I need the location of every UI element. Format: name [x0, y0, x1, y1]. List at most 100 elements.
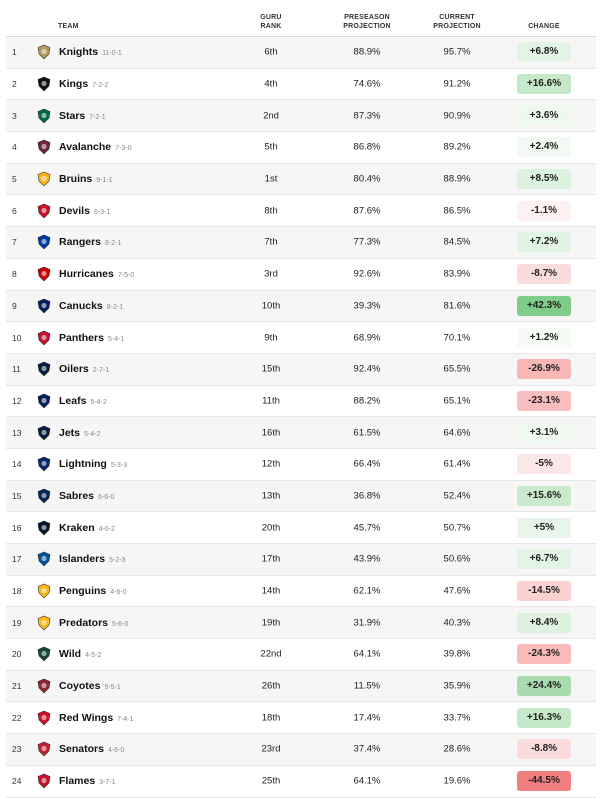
row-number: 10	[12, 332, 22, 343]
minnesota-wild-logo-icon	[37, 647, 51, 662]
guru-rank: 13th	[261, 490, 281, 502]
current-projection: 89.2%	[443, 141, 471, 153]
team-name: Coyotes 5-5-1	[59, 680, 121, 693]
current-projection: 81.6%	[443, 300, 471, 312]
team-name: Kings 7-2-2	[59, 78, 109, 91]
current-projection: 39.8%	[443, 648, 471, 660]
preseason-projection: 92.6%	[353, 268, 381, 280]
arizona-coyotes-logo-icon	[37, 678, 51, 694]
team-name: Senators 4-6-0	[59, 743, 125, 756]
toronto-maple-leafs-logo-icon	[37, 393, 51, 409]
row-number: 22	[12, 712, 22, 723]
current-projection: 65.5%	[443, 363, 471, 375]
row-number: 4	[12, 142, 17, 153]
team-name: Panthers 5-4-1	[59, 331, 125, 344]
team-record: 4-6-0	[107, 747, 125, 755]
guru-rank: 20th	[261, 522, 281, 534]
row-number: 1	[12, 47, 17, 58]
team-record: 7-2-2	[92, 82, 109, 90]
current-projection: 70.1%	[443, 332, 471, 344]
table-row: 5 Bruins 9-1-1 1st 80.4% 88.9% +8.5%	[6, 163, 596, 196]
preseason-projection: 17.4%	[353, 712, 381, 724]
preseason-projection: 39.3%	[353, 300, 381, 312]
team-name: Bruins 9-1-1	[59, 173, 113, 186]
change-badge: -44.5%	[517, 771, 571, 792]
preseason-projection: 87.3%	[353, 110, 381, 122]
change-badge: +1.2%	[517, 327, 571, 348]
current-projection: 83.9%	[443, 268, 471, 280]
table-row: 17 Islanders 5-2-3 17th 43.9% 50.6% +6.7%	[6, 544, 596, 576]
team-name: Wild 4-5-2	[59, 648, 102, 661]
current-projection: 52.4%	[443, 490, 471, 502]
table-row: 7 Rangers 8-2-1 7th 77.3% 84.5% +7.2%	[6, 227, 596, 259]
team-name: Leafs 5-4-2	[59, 394, 107, 407]
guru-rank: 25th	[261, 775, 281, 787]
pittsburgh-penguins-logo-icon	[37, 583, 51, 599]
current-projection: 64.6%	[443, 427, 471, 439]
team-record: 4-6-2	[98, 525, 115, 533]
preseason-projection: 61.5%	[353, 427, 381, 439]
table-row: 23 Senators 4-6-0 23rd 37.4% 28.6% -8.8%	[6, 734, 596, 766]
row-number: 7	[12, 237, 17, 248]
current-projection: 88.9%	[443, 173, 471, 185]
current-projection: 35.9%	[443, 680, 471, 692]
calgary-flames-logo-icon	[37, 773, 51, 789]
preseason-projection: 36.8%	[353, 490, 381, 502]
table-row: 4 Avalanche 7-3-0 5th 86.8% 89.2% +2.4%	[6, 132, 596, 164]
preseason-projection: 37.4%	[353, 743, 381, 755]
team-record: 5-5-1	[104, 684, 121, 692]
team-record: 6-3-1	[93, 208, 111, 216]
team-record: 2-7-1	[92, 367, 110, 375]
table-header: TEAM GURU RANK PRESEASON PROJECTION CURREN…	[6, 0, 596, 37]
current-projection: 50.7%	[443, 522, 471, 534]
change-badge: -23.1%	[517, 390, 571, 411]
row-number: 18	[12, 586, 22, 597]
table-row: 22 Red Wings 7-4-1 18th 17.4% 33.7% +16.3%	[6, 702, 596, 735]
guru-rank: 17th	[261, 553, 281, 565]
buffalo-sabres-logo-icon	[37, 488, 51, 504]
change-badge: +8.4%	[517, 612, 571, 633]
change-badge: +16.6%	[517, 74, 571, 95]
table-row: 11 Oilers 2-7-1 15th 92.4% 65.5% -26.9%	[6, 353, 596, 386]
preseason-projection: 45.7%	[353, 522, 381, 534]
row-number: 19	[12, 617, 22, 628]
table-row: 3 Stars 7-2-1 2nd 87.3% 90.9% +3.6%	[6, 100, 596, 133]
change-badge: -24.3%	[517, 644, 571, 665]
guru-rank: 10th	[261, 300, 281, 312]
seattle-kraken-logo-icon	[37, 520, 51, 536]
team-record: 6-6-0	[98, 493, 115, 501]
row-number: 3	[12, 110, 17, 121]
row-number: 13	[12, 427, 22, 438]
guru-rank: 6th	[264, 46, 278, 58]
carolina-hurricanes-logo-icon	[37, 266, 51, 282]
dallas-stars-logo-icon	[37, 108, 51, 124]
table-row: 24 Flames 3-7-1 25th 64.1% 19.6% -44.5%	[6, 766, 596, 798]
team-record: 5-4-1	[107, 335, 125, 343]
current-projection: 61.4%	[443, 458, 471, 470]
change-badge: +24.4%	[517, 676, 571, 697]
guru-rank: 11th	[262, 395, 280, 407]
change-badge: +6.8%	[517, 42, 571, 63]
change-badge: +7.2%	[517, 232, 571, 253]
guru-rank: 1st	[264, 173, 278, 185]
team-name: Flames 3-7-1	[59, 775, 116, 788]
preseason-projection: 87.6%	[353, 205, 381, 217]
change-badge: +15.6%	[517, 485, 571, 506]
change-badge: -14.5%	[517, 581, 571, 602]
team-name: Hurricanes 7-5-0	[59, 268, 135, 281]
guru-rank: 26th	[261, 680, 281, 692]
current-projection: 90.9%	[443, 110, 471, 122]
table-row: 9 Canucks 8-2-1 10th 39.3% 81.6% +42.3%	[6, 290, 596, 323]
new-jersey-devils-logo-icon	[37, 203, 51, 219]
change-badge: +5%	[517, 517, 571, 538]
la-kings-logo-icon	[37, 76, 51, 92]
table-row: 21 Coyotes 5-5-1 26th 11.5% 35.9% +24.4%	[6, 670, 596, 703]
guru-rank: 15th	[261, 363, 281, 375]
header-preseason-projection: PRESEASON PROJECTION	[343, 14, 391, 30]
row-number: 12	[12, 395, 22, 406]
team-name: Red Wings 7-4-1	[59, 711, 134, 724]
row-number: 24	[12, 776, 22, 787]
row-number: 6	[12, 205, 17, 216]
preseason-projection: 11.5%	[353, 680, 381, 692]
guru-rank: 9th	[264, 332, 278, 344]
